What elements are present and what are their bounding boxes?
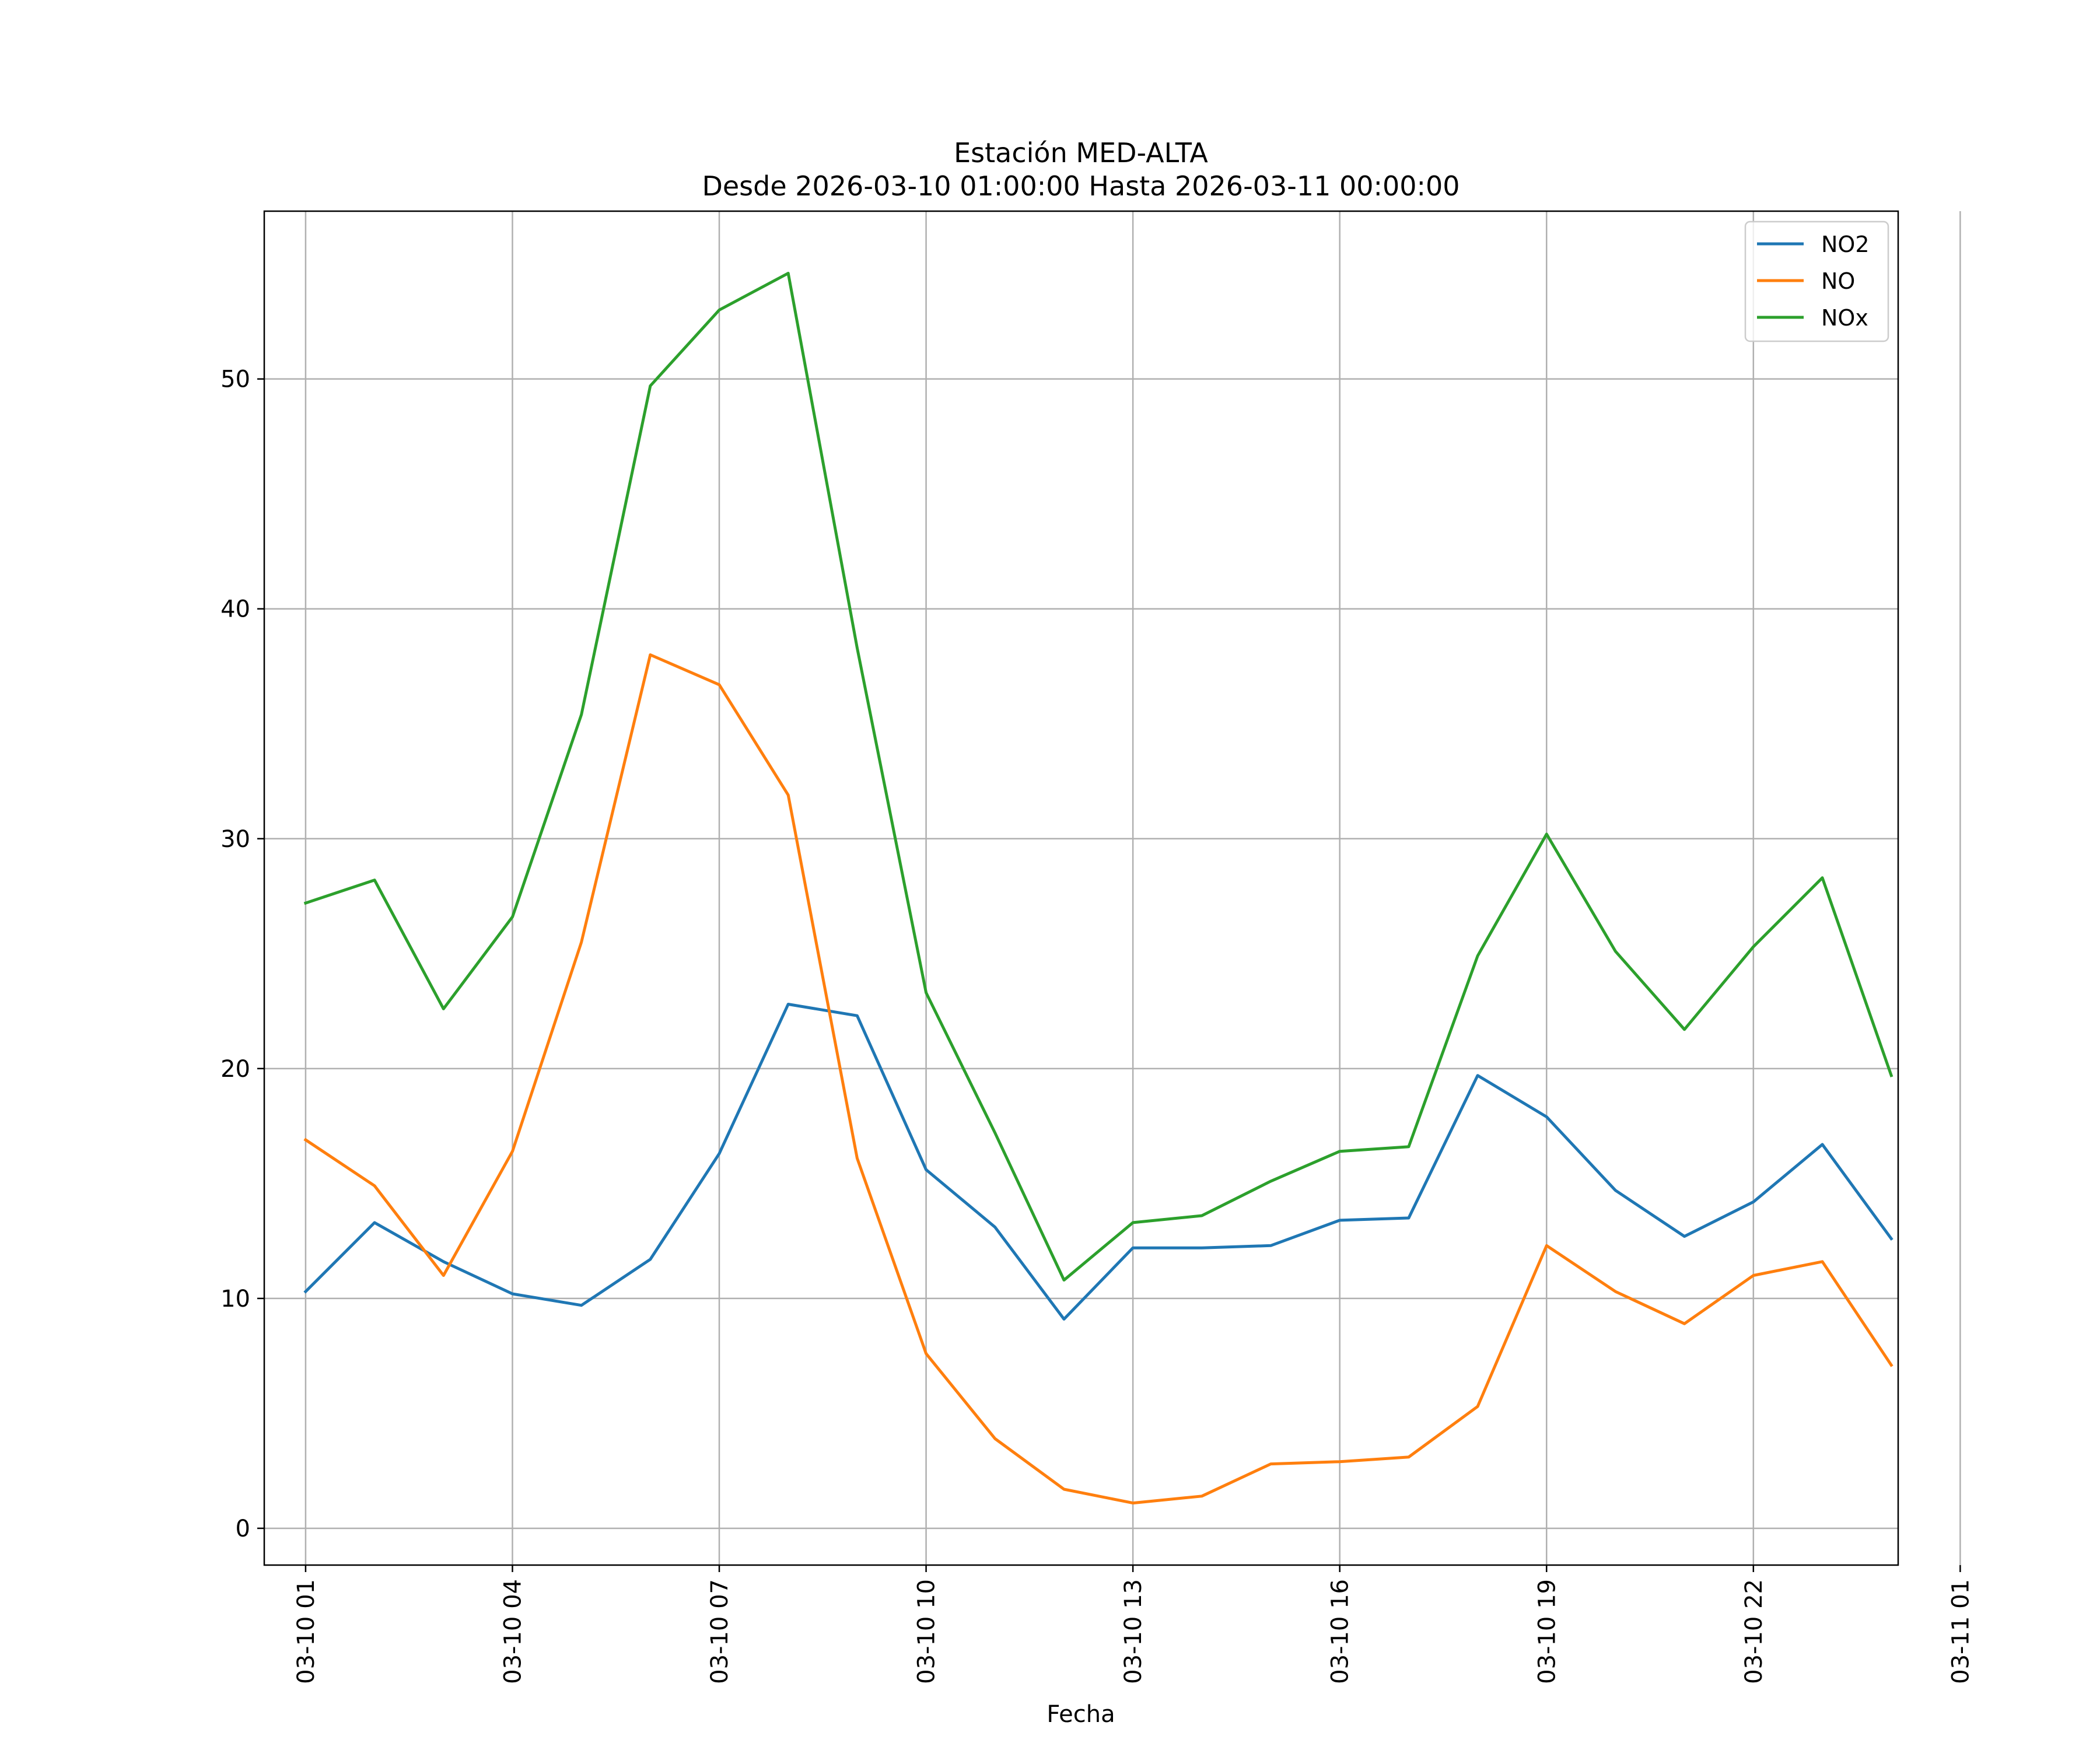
series-line-no: [303, 653, 1894, 1505]
series-line-nox: [303, 271, 1894, 1282]
x-tick-label: 03-10 16: [1327, 1579, 1354, 1684]
legend: NO2 NO NOx: [1744, 220, 1889, 342]
y-tick-label: 30: [220, 826, 250, 853]
y-tick-label: 50: [220, 366, 250, 393]
x-tick-label: 03-10 04: [499, 1579, 526, 1684]
series-lines: [303, 271, 1894, 1505]
x-tick-label: 03-10 07: [706, 1579, 733, 1684]
x-tick-label: 03-10 19: [1534, 1579, 1560, 1684]
y-tick-label: 20: [220, 1056, 250, 1083]
x-tick-label: 03-11 01: [1947, 1579, 1974, 1684]
legend-box: [1744, 220, 1889, 342]
axis-ticks: 03-10 01 03-10 04 03-10 07 03-10 10 03-10 13…: [220, 366, 1974, 1684]
y-tick-label: 0: [236, 1516, 250, 1542]
series-line-no2: [303, 1003, 1894, 1321]
legend-label-nox: NOx: [1821, 305, 1868, 331]
x-axis-label: Fecha: [1046, 1701, 1115, 1728]
y-tick-label: 40: [220, 596, 250, 623]
x-tick-label: 03-10 01: [293, 1579, 320, 1684]
legend-label-no: NO: [1821, 268, 1855, 294]
plot-frame: [263, 210, 1899, 1566]
x-tick-label: 03-10 13: [1120, 1579, 1147, 1684]
y-tick-label: 10: [220, 1286, 250, 1312]
x-tick-label: 03-10 10: [914, 1579, 940, 1684]
legend-label-no2: NO2: [1821, 232, 1870, 257]
grid: [264, 211, 1961, 1565]
x-tick-label: 03-10 22: [1741, 1579, 1768, 1684]
chart-title: Estación MED-ALTA: [954, 137, 1208, 169]
chart-subtitle: Desde 2026-03-10 01:00:00 Hasta 2026-03-…: [702, 170, 1460, 202]
